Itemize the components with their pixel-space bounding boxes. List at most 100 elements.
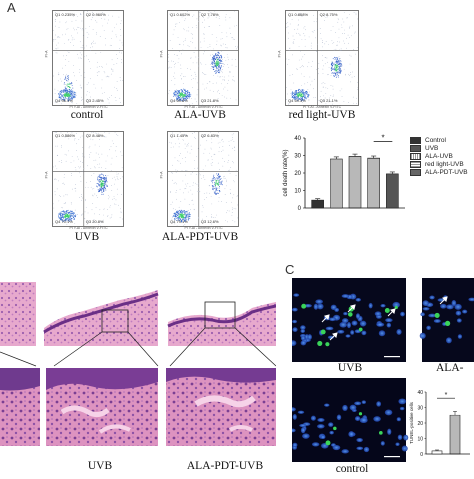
significance-marker: * xyxy=(381,134,384,143)
legend-entry: UVB xyxy=(410,144,468,152)
y-tick-label: 0 xyxy=(298,206,302,212)
bar-control xyxy=(432,451,442,454)
nucleus xyxy=(400,312,405,317)
tunel-positive-cell xyxy=(326,440,331,445)
quadrant-label: Q3 12.6% xyxy=(201,220,219,224)
bar-ala-pdt-uvb xyxy=(386,174,398,208)
nucleus xyxy=(292,327,297,332)
tunel-positive-cell xyxy=(348,312,353,317)
legend-swatch xyxy=(410,153,421,160)
nucleus xyxy=(350,330,354,335)
flow-y-axis-label: PI-A xyxy=(44,51,48,58)
flow-y-axis-label: PI-A xyxy=(44,172,48,179)
quadrant-label: Q2 8.75% xyxy=(320,13,338,17)
nucleus xyxy=(352,320,358,325)
nucleus xyxy=(398,398,406,404)
nucleus xyxy=(364,447,369,452)
legend-label: UVB xyxy=(425,145,438,152)
legend-swatch xyxy=(410,137,421,144)
flow-plot-4: Q1 0.586%Q2 8.48%Q4 70.1%Q3 20.8% xyxy=(52,131,124,227)
nucleus xyxy=(298,411,304,414)
nucleus xyxy=(301,427,306,433)
nucleus xyxy=(420,333,426,339)
nucleus xyxy=(381,441,385,446)
tunel-ala-image xyxy=(422,278,474,362)
tunel-positive-cell xyxy=(359,328,363,332)
nucleus xyxy=(356,313,360,319)
nucleus xyxy=(402,446,408,452)
bar-red-light-uvb xyxy=(368,158,380,208)
y-tick-label: 10 xyxy=(417,436,423,442)
nucleus xyxy=(360,321,367,327)
flow-caption-ala-uvb: ALA-UVB xyxy=(163,109,237,121)
nucleus xyxy=(312,442,319,446)
tunel-positive-cell xyxy=(435,313,440,318)
flow-x-axis-label: PI Y-Al - Annexin V-FITC xyxy=(70,226,108,230)
nucleus xyxy=(292,320,297,323)
nucleus xyxy=(356,447,363,450)
y-tick-label: 40 xyxy=(417,390,423,396)
quadrant-label: Q4 79.1% xyxy=(170,220,188,224)
panel-letter-c: C xyxy=(285,262,294,277)
quadrant-label: Q3 2.45% xyxy=(86,99,104,103)
y-axis-label: TUNEL-positive cells xyxy=(409,401,414,444)
flow-plot-2: Q1 0.602%Q2 7.78%Q4 69.8%Q3 21.8% xyxy=(167,10,239,106)
legend-entry: red light-UVB xyxy=(410,160,468,168)
nucleus xyxy=(420,312,424,316)
nucleus xyxy=(398,435,403,440)
quadrant-label: Q2 6.83% xyxy=(201,134,219,138)
nucleus xyxy=(301,340,307,345)
quadrant-label: Q2 8.48% xyxy=(86,134,104,138)
nucleus xyxy=(375,311,382,316)
tunel-positive-cell xyxy=(385,308,390,313)
legend-label: red light-UVB xyxy=(425,161,464,168)
flow-plot-1: Q1 0.235%Q2 0.960%Q4 96.4%Q3 2.45% xyxy=(52,10,124,106)
flow-caption-ala-pdt-uvb: ALA-PDT-UVB xyxy=(155,231,245,243)
legend-swatch xyxy=(410,169,421,176)
y-axis-label: cell death rate(%) xyxy=(283,149,289,196)
he-histology-panel xyxy=(0,282,276,458)
nucleus xyxy=(311,416,316,421)
nucleus xyxy=(400,407,405,410)
nucleus xyxy=(426,326,431,330)
quadrant-label: Q4 70.1% xyxy=(55,220,73,224)
flow-x-axis-label: PI Y-Al - Annexin V-FITC xyxy=(185,226,223,230)
quadrant-label: Q1 0.235% xyxy=(55,13,75,17)
quadrant-label: Q4 69.3% xyxy=(288,99,306,103)
nucleus xyxy=(329,431,333,435)
nucleus xyxy=(361,331,366,336)
nucleus xyxy=(326,327,334,331)
nucleus xyxy=(337,415,341,421)
bar-control xyxy=(312,200,324,208)
nucleus xyxy=(321,435,326,439)
tunel-positive-cell xyxy=(325,342,329,346)
nucleus xyxy=(373,416,381,422)
nucleus xyxy=(317,424,325,428)
nucleus xyxy=(376,323,384,327)
flow-y-axis-label: PI-A xyxy=(159,51,163,58)
flow-caption-red-light-uvb: red light-UVB xyxy=(282,109,362,121)
nucleus xyxy=(317,418,324,422)
nucleus xyxy=(334,308,339,312)
legend-entry: ALA-PDT-UVB xyxy=(410,168,468,176)
nucleus xyxy=(457,318,462,322)
tunel-positive-cell xyxy=(317,341,322,346)
nucleus xyxy=(307,334,311,340)
y-tick-label: 20 xyxy=(294,171,301,177)
nucleus xyxy=(454,304,461,310)
he-histology-image xyxy=(0,282,276,458)
quadrant-label: Q3 21.1% xyxy=(320,99,338,103)
tunel-positive-cell xyxy=(333,427,337,431)
panel-letter-a: A xyxy=(7,0,16,15)
y-tick-label: 20 xyxy=(417,421,423,427)
tunel-positive-cell xyxy=(445,321,450,326)
quadrant-label: Q4 69.8% xyxy=(170,99,188,103)
quadrant-label: Q3 20.8% xyxy=(86,220,104,224)
legend-swatch xyxy=(410,161,421,168)
nucleus xyxy=(324,404,329,407)
nucleus xyxy=(333,445,341,450)
quadrant-label: Q3 21.8% xyxy=(201,99,219,103)
nucleus xyxy=(347,322,351,328)
nucleus xyxy=(350,405,357,411)
flow-scatter xyxy=(168,132,238,226)
